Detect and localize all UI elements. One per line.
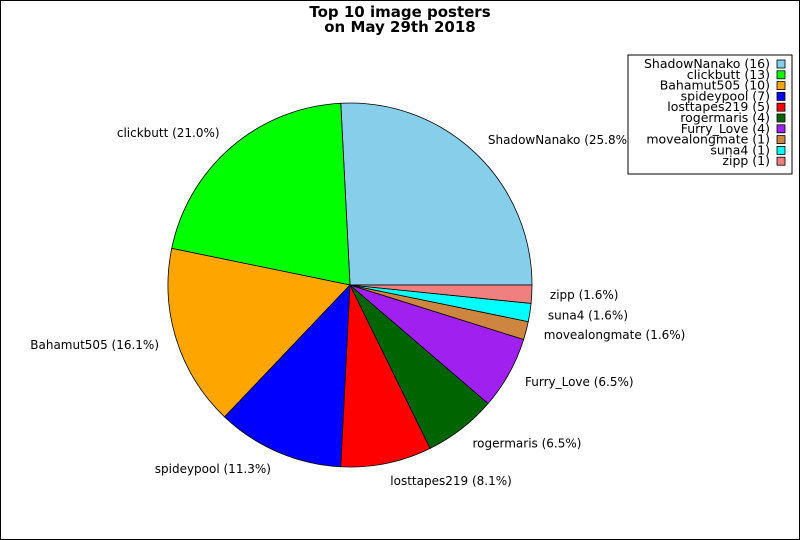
legend: ShadowNanako (16)clickbutt (13)Bahamut50…: [627, 54, 793, 175]
slice-label: ShadowNanako (25.8%): [488, 133, 632, 147]
slice-label: Bahamut505 (16.1%): [30, 338, 159, 352]
legend-swatch: [776, 145, 786, 155]
slice-label: spideypool (11.3%): [155, 462, 271, 476]
legend-entry-label: clickbutt (13): [687, 67, 770, 82]
pie-slice-zipp: [349, 284, 533, 304]
legend-entry-label: suna4 (1): [710, 142, 770, 157]
legend-entry-label: movealongmate (1): [646, 132, 770, 147]
slice-label: movealongmate (1.6%): [544, 328, 686, 342]
chart-title-line-2: on May 29th 2018: [324, 18, 476, 36]
slice-label: Furry_Love (6.5%): [525, 375, 634, 389]
legend-swatch: [776, 102, 786, 112]
legend-entry-label: spideypool (7): [681, 88, 770, 103]
chart-title-line-1: Top 10 image posters: [309, 3, 490, 21]
legend-box: [627, 54, 793, 175]
slice-label: rogermaris (6.5%): [473, 436, 582, 450]
slice-label: losttapes219 (8.1%): [390, 474, 512, 488]
pie-slice-spideypool: [224, 283, 351, 468]
legend-entry-label: zipp (1): [722, 153, 770, 168]
slice-label: clickbutt (21.0%): [117, 126, 220, 140]
legend-swatch: [776, 70, 786, 80]
legend-swatch: [776, 81, 786, 90]
legend-swatch: [776, 156, 786, 166]
pie-slices: [167, 102, 533, 468]
legend-entry-label: losttapes219 (5): [667, 99, 770, 114]
slice-labels: ShadowNanako (25.8%) clickbutt (21.0%) Bah…: [30, 126, 685, 488]
legend-swatch: [776, 135, 786, 145]
legend-swatch: [776, 59, 786, 69]
legend-swatch: [776, 92, 786, 101]
legend-entry-label: Bahamut505 (10): [660, 78, 770, 93]
legend-entry-label: Furry_Love (4): [681, 121, 770, 136]
pie-slice-clickbutt: [171, 102, 351, 286]
legend-swatch: [776, 124, 786, 134]
legend-entry-label: rogermaris (4): [680, 110, 770, 125]
legend-swatch: [776, 113, 786, 123]
pie-slice-shadownanako: [340, 102, 533, 286]
slice-label: suna4 (1.6%): [548, 308, 628, 322]
pie-slice-bahamut505: [167, 247, 351, 418]
legend-entry-label: ShadowNanako (16): [644, 56, 770, 71]
pie-slice-losttapes219: [340, 283, 431, 468]
slice-label: zipp (1.6%): [550, 288, 619, 302]
